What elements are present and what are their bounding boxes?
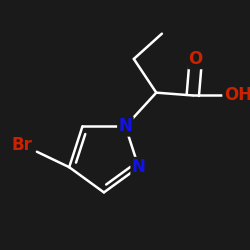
Text: OH: OH <box>224 86 250 104</box>
Text: O: O <box>188 50 203 68</box>
Text: Br: Br <box>11 136 32 154</box>
Text: N: N <box>132 158 145 176</box>
Text: N: N <box>118 117 132 135</box>
